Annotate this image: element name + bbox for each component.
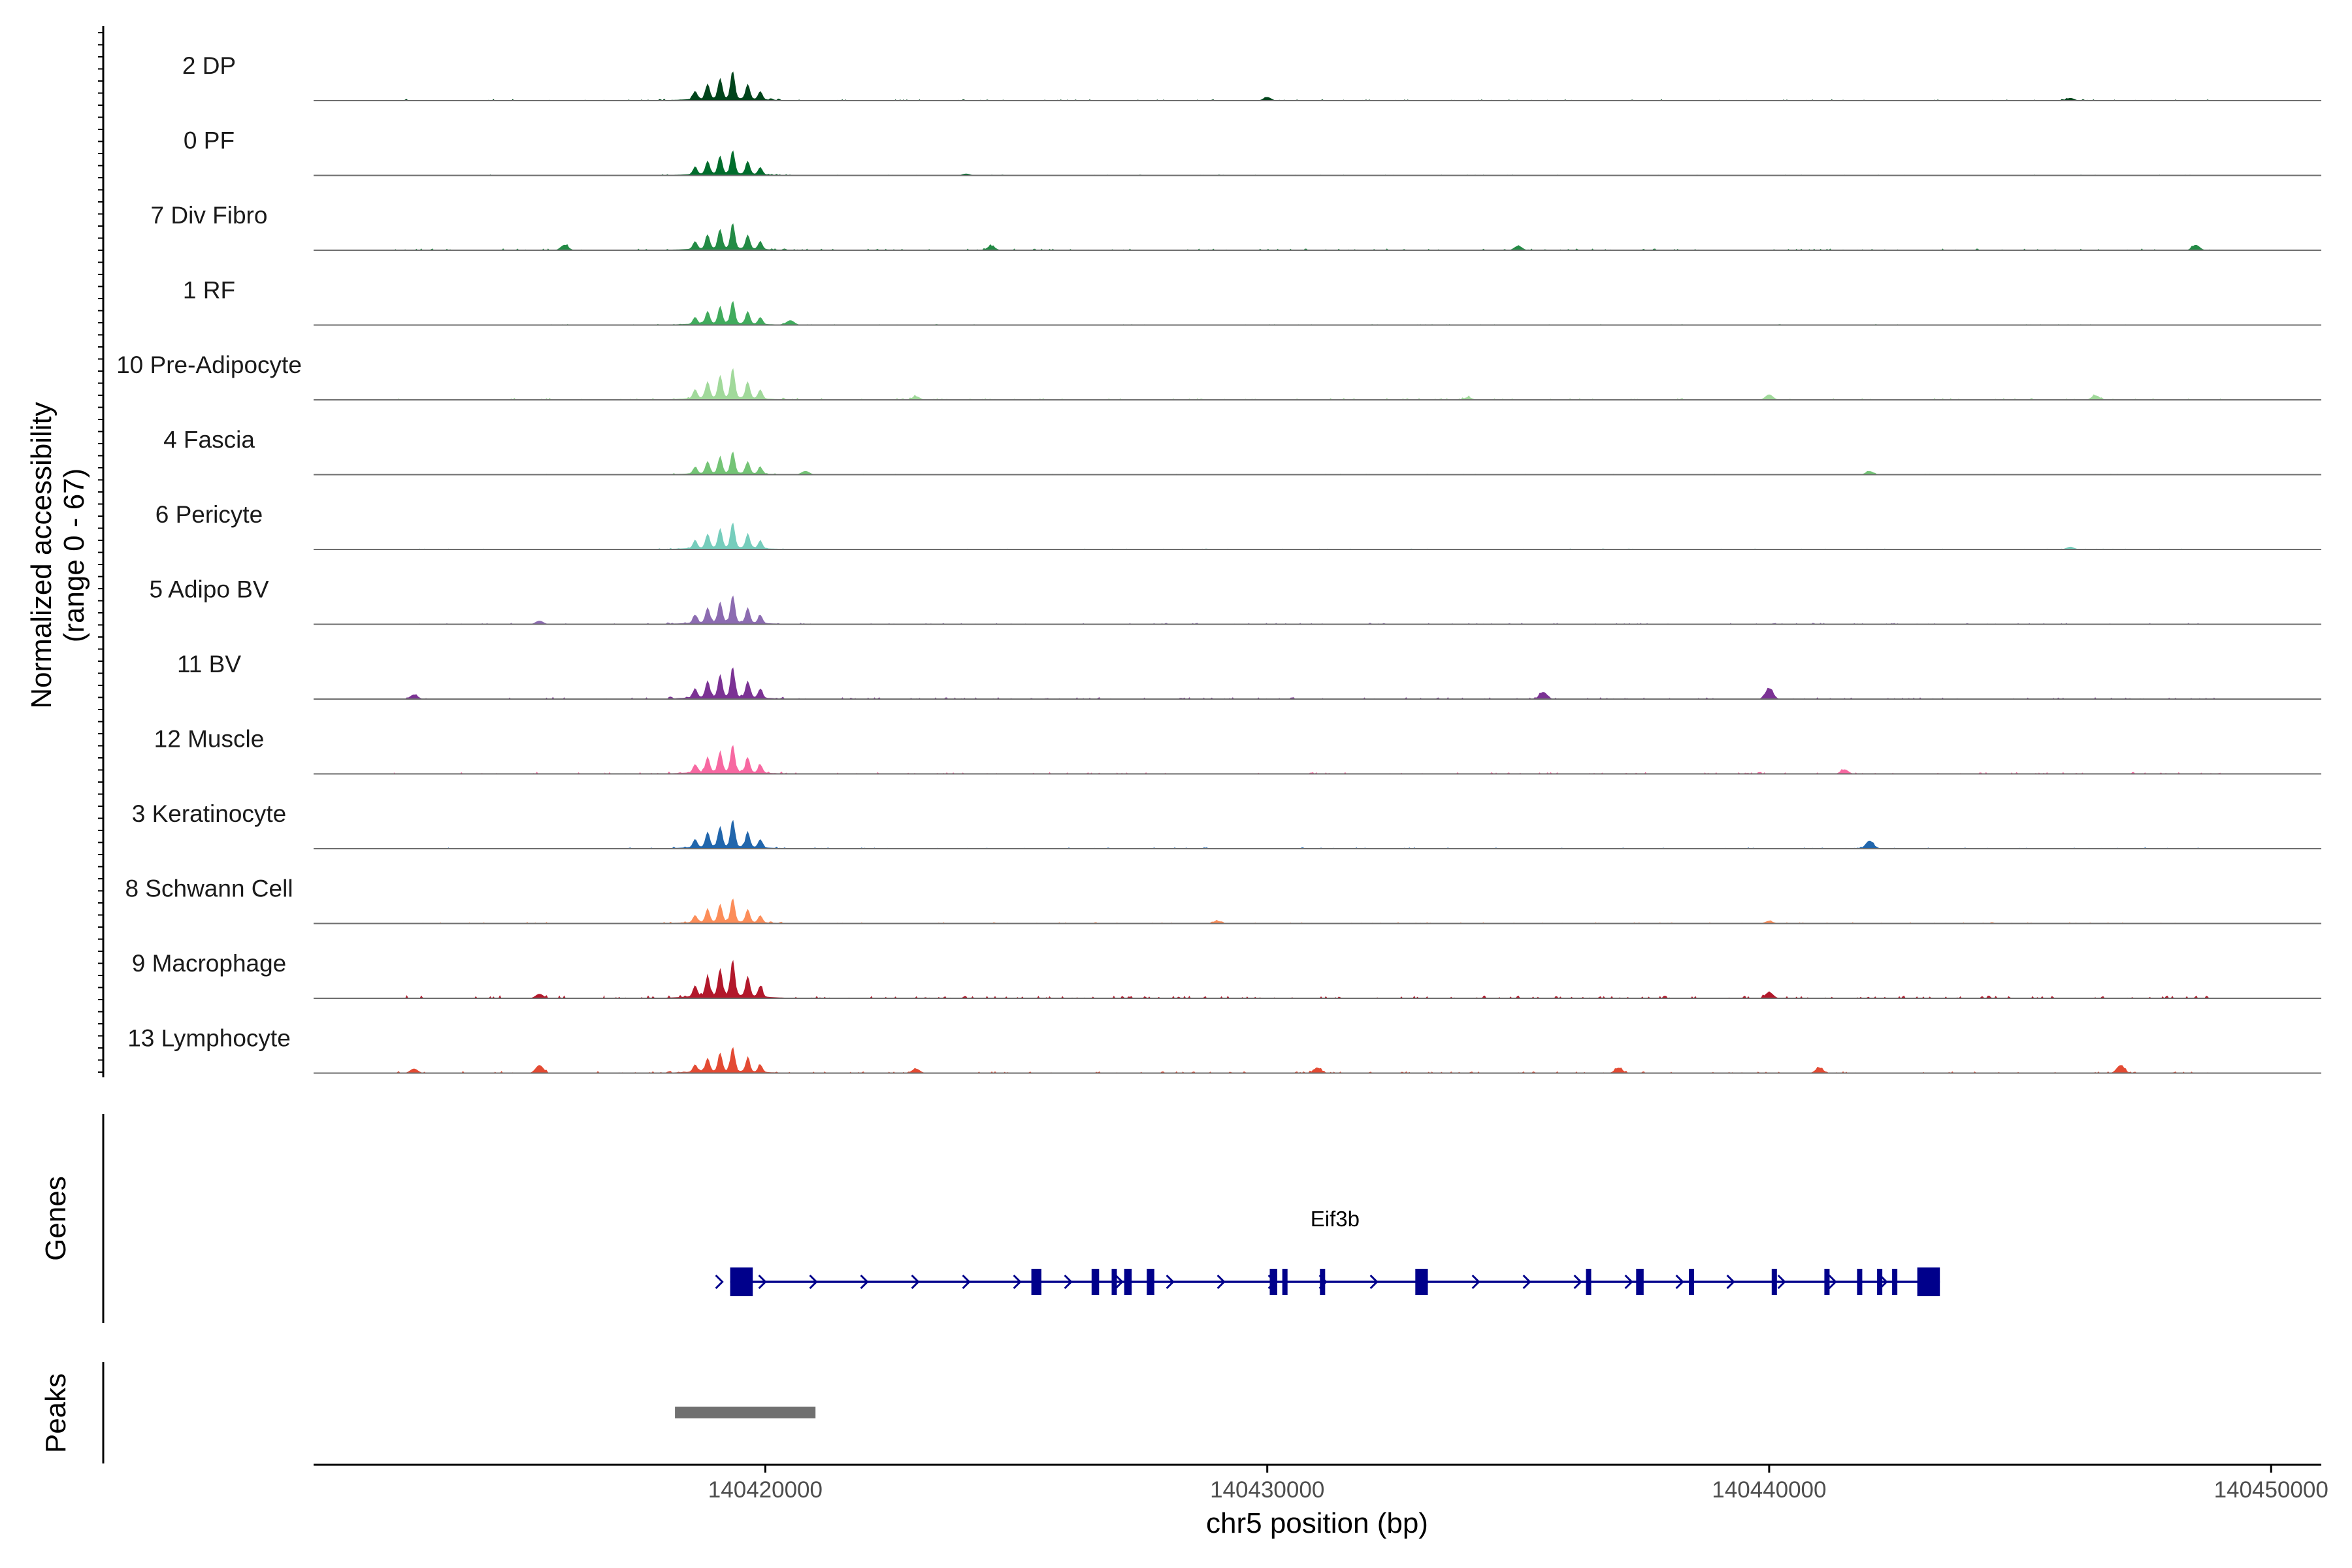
exon	[1269, 1269, 1277, 1295]
exon	[1771, 1269, 1777, 1295]
track-4-fascia: 4 Fascia	[163, 427, 2321, 476]
strand-arrow	[911, 1274, 920, 1290]
coverage-area	[393, 1047, 2221, 1073]
exon	[1031, 1269, 1041, 1295]
track-label: 6 Pericyte	[155, 501, 263, 528]
x-tick-label: 140420000	[708, 1477, 823, 1503]
track-label: 9 Macrophage	[132, 950, 287, 977]
coverage-area	[393, 71, 2221, 101]
strand-arrow	[758, 1274, 767, 1290]
coverage-tracks: 2 DP 0 PF 7 Div Fibro 1 RF 10 Pre-Adipocyte 4…	[116, 52, 2321, 1074]
exon	[1636, 1269, 1644, 1295]
exon	[1320, 1269, 1326, 1295]
track-label: 11 BV	[177, 651, 241, 678]
x-tick-label: 140430000	[1210, 1477, 1324, 1503]
track-label: 1 RF	[183, 277, 235, 304]
exon	[1147, 1269, 1154, 1295]
track-13-lymphocyte: 13 Lymphocyte	[127, 1025, 2321, 1074]
exon	[1877, 1269, 1883, 1295]
coverage-area	[393, 667, 2221, 699]
track-11-bv: 11 BV	[177, 651, 2321, 700]
coverage-area	[393, 595, 2221, 625]
strand-arrow	[1828, 1274, 1837, 1290]
strand-arrow	[1624, 1274, 1633, 1290]
track-label: 0 PF	[184, 127, 235, 154]
track-label: 7 Div Fibro	[151, 202, 268, 229]
track-2-dp: 2 DP	[182, 52, 2321, 101]
track-12-muscle: 12 Muscle	[154, 726, 2321, 775]
x-tick-label: 140450000	[2214, 1477, 2328, 1503]
peaks-panel-label: Peaks	[40, 1373, 72, 1453]
strand-arrow	[962, 1274, 971, 1290]
strand-arrow	[1166, 1274, 1175, 1290]
strand-arrow	[1217, 1274, 1226, 1290]
track-label: 13 Lymphocyte	[127, 1025, 291, 1052]
strand-arrow	[1064, 1274, 1073, 1290]
strand-arrow	[809, 1274, 818, 1290]
exon	[1689, 1269, 1694, 1295]
strand-arrow	[1777, 1274, 1786, 1290]
coverage-area	[393, 223, 2221, 250]
strand-arrow	[1675, 1274, 1684, 1290]
exon	[1917, 1267, 1940, 1296]
strand-arrow	[1522, 1274, 1531, 1290]
strand-arrow	[1013, 1274, 1022, 1290]
strand-arrow	[1369, 1274, 1379, 1290]
exon	[1282, 1269, 1288, 1295]
exon	[1124, 1269, 1132, 1295]
accessibility-axis: Normalized accessibility (range 0 - 67)	[25, 26, 105, 1077]
track-9-macrophage: 9 Macrophage	[132, 950, 2321, 999]
x-axis-title: chr5 position (bp)	[1206, 1507, 1428, 1539]
track-label: 2 DP	[182, 52, 236, 79]
coverage-area	[393, 745, 2221, 774]
track-label: 3 Keratinocyte	[132, 800, 287, 827]
genes-panel-label: Genes	[40, 1176, 72, 1261]
track-1-rf: 1 RF	[183, 277, 2321, 326]
peaks-panel: Peaks	[40, 1362, 816, 1463]
strand-arrow	[1726, 1274, 1735, 1290]
track-8-schwann-cell: 8 Schwann Cell	[125, 875, 2321, 924]
x-tick-label: 140440000	[1712, 1477, 1826, 1503]
y-axis-range: (range 0 - 67)	[58, 468, 90, 643]
exon	[1415, 1269, 1428, 1295]
gene-label: Eif3b	[1311, 1207, 1360, 1231]
track-10-pre-adipocyte: 10 Pre-Adipocyte	[116, 351, 2321, 400]
coverage-area	[393, 368, 2221, 400]
exon	[1111, 1269, 1117, 1295]
genes-panel: Genes Eif3b	[40, 1114, 1940, 1323]
track-label: 8 Schwann Cell	[125, 875, 293, 902]
coverage-area	[393, 301, 2221, 325]
track-6-pericyte: 6 Pericyte	[155, 501, 2321, 550]
coverage-area	[393, 150, 2221, 176]
track-5-adipo-bv: 5 Adipo BV	[149, 576, 2321, 625]
track-0-pf: 0 PF	[184, 127, 2321, 176]
exon	[1091, 1269, 1100, 1295]
strand-arrow	[715, 1274, 724, 1290]
strand-arrow	[1115, 1274, 1124, 1290]
track-7-div-fibro: 7 Div Fibro	[151, 202, 2321, 251]
track-3-keratinocyte: 3 Keratinocyte	[132, 800, 2321, 849]
y-axis-title: Normalized accessibility	[25, 402, 57, 708]
strand-arrow	[1573, 1274, 1582, 1290]
strand-arrow	[860, 1274, 869, 1290]
coverage-area	[393, 819, 2221, 849]
coverage-area	[393, 898, 2221, 924]
exon	[1857, 1269, 1863, 1295]
exon	[1892, 1269, 1898, 1295]
coverage-area	[393, 522, 2221, 549]
exon	[730, 1267, 753, 1296]
track-label: 5 Adipo BV	[149, 576, 269, 603]
coverage-area	[393, 960, 2221, 998]
strand-arrow	[1471, 1274, 1480, 1290]
x-axis: chr5 position (bp) 140420000 140430000 140…	[314, 1463, 2328, 1539]
peak	[675, 1407, 816, 1418]
coverage-area	[393, 451, 2221, 475]
track-label: 4 Fascia	[163, 427, 255, 453]
exon	[1586, 1269, 1592, 1295]
track-label: 10 Pre-Adipocyte	[116, 351, 302, 378]
exon	[1824, 1269, 1830, 1295]
track-label: 12 Muscle	[154, 726, 265, 753]
